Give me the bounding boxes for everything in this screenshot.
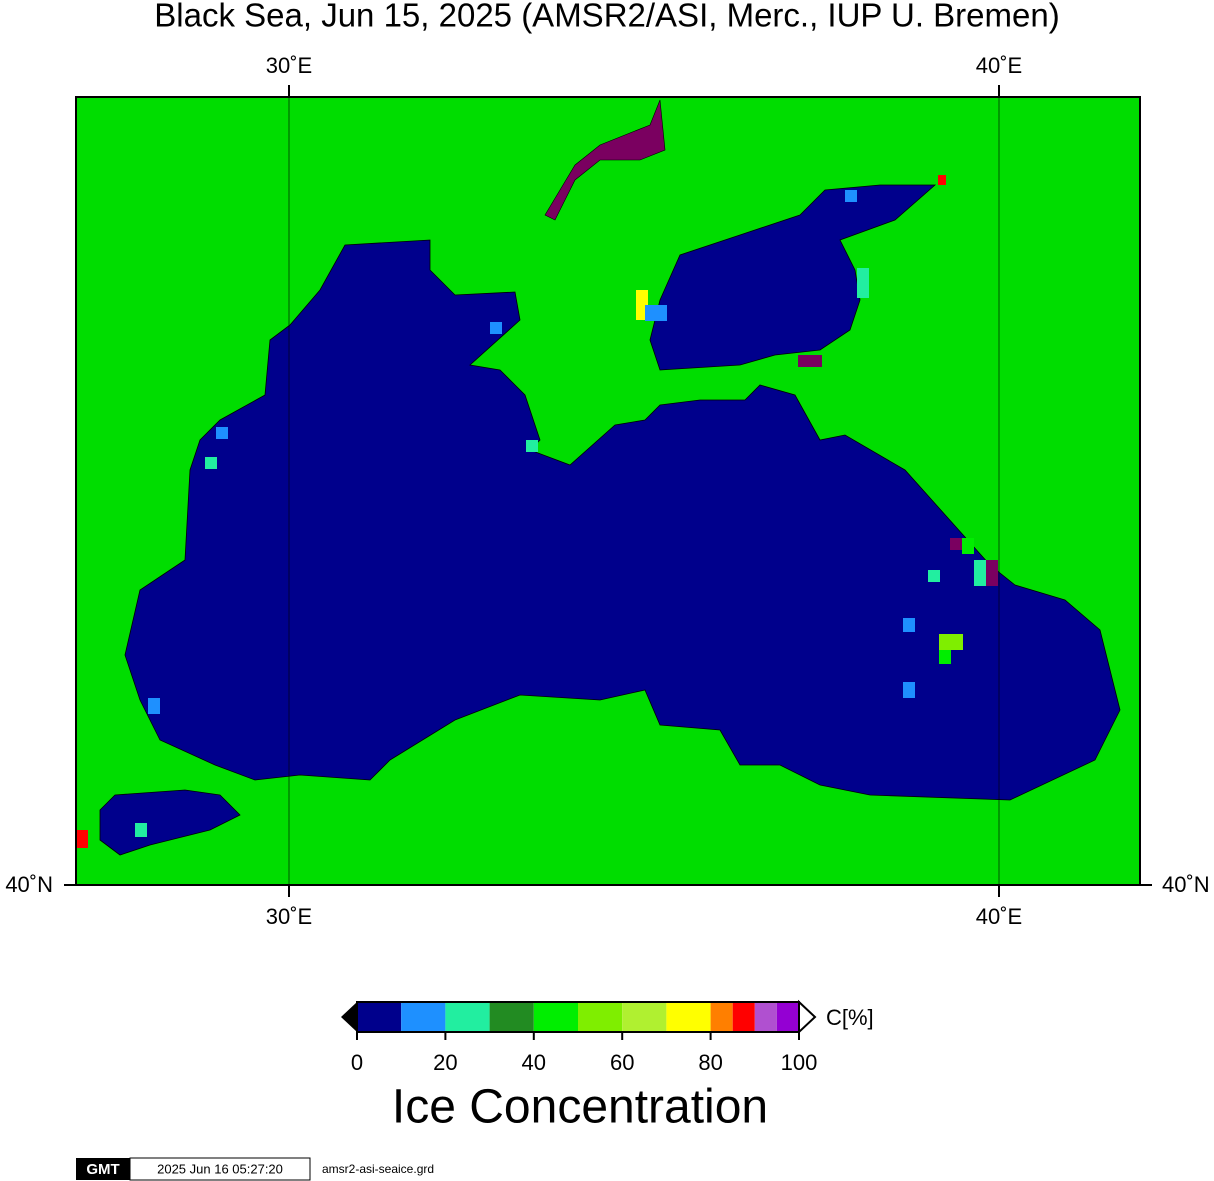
lat-label: 40˚N (1162, 872, 1210, 897)
logo-box (76, 1158, 130, 1180)
sea-of-marmara (99, 789, 241, 856)
timestamp-box (129, 1157, 311, 1181)
lon-label: 30˚E (266, 53, 312, 78)
colorbar-segment (622, 1002, 667, 1032)
coast-pixels (76, 175, 998, 848)
colorbar-segment (445, 1002, 490, 1032)
colorbar-under (341, 1002, 357, 1032)
sea-of-azov (649, 184, 937, 371)
colorbar-segment (754, 1002, 777, 1032)
lat-label: 40˚N (5, 872, 53, 897)
colorbar-tick-label: 20 (433, 1050, 457, 1075)
colorbar: C[%] Ice Concentration 0 20 40 60 80 100 (341, 999, 874, 1134)
sivash (544, 99, 666, 221)
lon-label: 40˚E (976, 904, 1022, 929)
colorbar-segment (533, 1002, 578, 1032)
colorbar-segment (578, 1002, 623, 1032)
colorbar-segment (489, 1002, 534, 1032)
title: Black Sea, Jun 15, 2025 (AMSR2/ASI, Merc… (154, 0, 1059, 34)
lon-label: 40˚E (976, 53, 1022, 78)
colorbar-title: Ice Concentration (392, 1081, 768, 1134)
colorbar-segment (357, 1002, 402, 1032)
colorbar-tick-label: 40 (522, 1050, 546, 1075)
map-frame (75, 96, 1141, 886)
map: 30˚E 40˚E 30˚E 40˚E 40˚N 40˚N (5, 53, 1209, 929)
logo: GMT (86, 1161, 119, 1178)
colorbar-unit: C[%] (826, 1005, 874, 1030)
colorbar-tick-label: 60 (610, 1050, 634, 1075)
colorbar-segment (710, 1002, 733, 1032)
colorbar-tick-label: 80 (698, 1050, 722, 1075)
colorbar-over (798, 999, 817, 1035)
map-ticks (64, 85, 1152, 897)
black-sea (124, 239, 1121, 801)
colorbar-tick-label: 0 (351, 1050, 363, 1075)
file-name: amsr2-asi-seaice.grd (322, 1162, 434, 1176)
colorbar-frame (356, 1001, 800, 1033)
lon-label: 30˚E (266, 904, 312, 929)
colorbar-segment (732, 1002, 755, 1032)
colorbar-segment (776, 1002, 799, 1032)
colorbar-segment (666, 1002, 711, 1032)
colorbar-segment (401, 1002, 446, 1032)
timestamp: 2025 Jun 16 05:27:20 (157, 1161, 283, 1176)
footer: GMT 2025 Jun 16 05:27:20 amsr2-asi-seaic… (76, 1157, 434, 1181)
colorbar-tick-label: 100 (781, 1050, 818, 1075)
